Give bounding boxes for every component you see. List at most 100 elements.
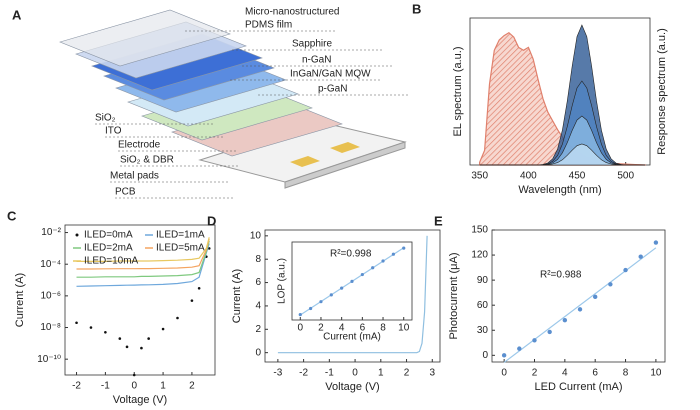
- x-tick-label: 2: [318, 323, 324, 334]
- x-tick-label: 6: [592, 368, 598, 379]
- data-point: [329, 293, 333, 297]
- y2-axis-label: Response spectrum (a.u.): [656, 28, 668, 155]
- x-tick-label: 2: [189, 381, 195, 392]
- annotation: R²=0.988: [540, 270, 582, 281]
- data-dot: [140, 346, 143, 350]
- layer-label: ITO: [105, 126, 122, 137]
- legend-label: ILED=10mA: [84, 256, 139, 267]
- x-axis-label: Wavelength (nm): [518, 184, 601, 196]
- line: [277, 235, 428, 354]
- x-tick-label: -2: [72, 381, 81, 392]
- y-tick-label: 4: [255, 301, 261, 312]
- pcb-side: [284, 141, 406, 189]
- y-tick-label: 10⁻¹⁰: [37, 354, 61, 365]
- data-point: [547, 329, 552, 335]
- legend-swatch: [75, 233, 79, 237]
- data-dot: [104, 330, 107, 334]
- x-tick-label: 350: [471, 171, 488, 182]
- data-point: [608, 282, 613, 287]
- y-axis-label: Photocurrent (μA): [448, 252, 460, 339]
- data-point: [532, 338, 537, 343]
- plot-frame: [264, 229, 441, 363]
- x-tick-label: -1: [325, 368, 334, 379]
- y-axis-label: Current (A): [231, 269, 243, 323]
- data-point: [350, 279, 354, 283]
- x-tick-label: 500: [617, 171, 634, 182]
- data-point: [381, 259, 385, 263]
- data-point: [638, 254, 643, 259]
- y-tick-label: 10⁻²: [41, 227, 61, 238]
- x-axis-label: Voltage (V): [113, 394, 167, 406]
- layer-label: SiO₂: [95, 113, 116, 124]
- annotation: R²=0.998: [330, 249, 372, 260]
- x-tick-label: 0: [501, 368, 507, 379]
- plot-frame: [491, 229, 666, 363]
- y-tick-label: 60: [477, 300, 489, 311]
- data-point: [623, 267, 628, 273]
- y-tick-label: 0: [482, 350, 488, 361]
- y-tick-label: 120: [471, 250, 488, 261]
- line: [76, 243, 210, 287]
- x-tick-label: 2: [532, 368, 538, 379]
- data-point: [298, 312, 302, 317]
- line: [76, 237, 210, 262]
- x-tick-label: 6: [360, 323, 366, 334]
- layer-label: p-GaN: [318, 84, 347, 95]
- data-dot: [147, 337, 150, 340]
- data-point: [309, 306, 313, 311]
- x-tick-label: 0: [131, 381, 137, 392]
- layer-label: Micro-nanostructured: [245, 7, 339, 18]
- y-tick-label: 10⁻⁶: [40, 291, 61, 302]
- x-tick-label: -3: [273, 368, 282, 379]
- data-dot: [176, 316, 179, 320]
- data-dot: [75, 321, 78, 325]
- panel-label: D: [207, 213, 216, 228]
- y-tick-label: 10⁻⁸: [40, 322, 61, 333]
- panel-label: B: [412, 1, 421, 16]
- data-point: [517, 346, 522, 351]
- data-point: [501, 353, 507, 358]
- y-tick-label: 150: [471, 225, 488, 236]
- data-dot: [197, 287, 201, 290]
- fit-line: [503, 247, 657, 363]
- x-tick-label: 450: [569, 171, 586, 182]
- data-point: [592, 294, 598, 300]
- y-tick-label: 90: [477, 275, 489, 286]
- data-point: [577, 307, 583, 312]
- data-dot: [161, 327, 165, 331]
- x-tick-label: 10: [650, 368, 662, 379]
- y-tick-label: 2: [255, 324, 261, 335]
- legend-label: ILED=2mA: [84, 243, 133, 254]
- data-point: [319, 300, 323, 304]
- panel-label: A: [12, 7, 22, 22]
- x-tick-label: 1: [378, 368, 384, 379]
- area: [479, 143, 646, 166]
- x-tick-label: 4: [562, 368, 568, 379]
- data-dot: [207, 247, 211, 250]
- x-tick-label: 4: [339, 323, 345, 334]
- x-tick-label: 0: [297, 323, 303, 334]
- panel-label: C: [7, 208, 17, 223]
- data-point: [360, 272, 364, 277]
- y-tick-label: 6: [255, 277, 261, 288]
- plot-frame: [291, 241, 413, 321]
- layer-label: PCB: [115, 187, 136, 198]
- y-tick-label: 10⁻⁴: [40, 259, 61, 270]
- data-dot: [190, 299, 194, 302]
- x-tick-label: 10: [398, 323, 410, 334]
- x-tick-label: -1: [101, 381, 110, 392]
- data-dot: [125, 345, 129, 349]
- data-point: [391, 252, 395, 256]
- y-tick-label: 0: [255, 347, 261, 358]
- data-point: [562, 318, 568, 323]
- x-axis-label: LED Current (mA): [534, 381, 622, 393]
- legend-label: ILED=1mA: [156, 230, 205, 241]
- data-point: [340, 286, 344, 290]
- data-dot: [89, 326, 93, 329]
- y-axis-label: Current (A): [14, 273, 26, 327]
- y-tick-label: 10: [250, 230, 262, 241]
- metal-pad: [290, 156, 320, 167]
- x-tick-label: 2: [404, 368, 410, 379]
